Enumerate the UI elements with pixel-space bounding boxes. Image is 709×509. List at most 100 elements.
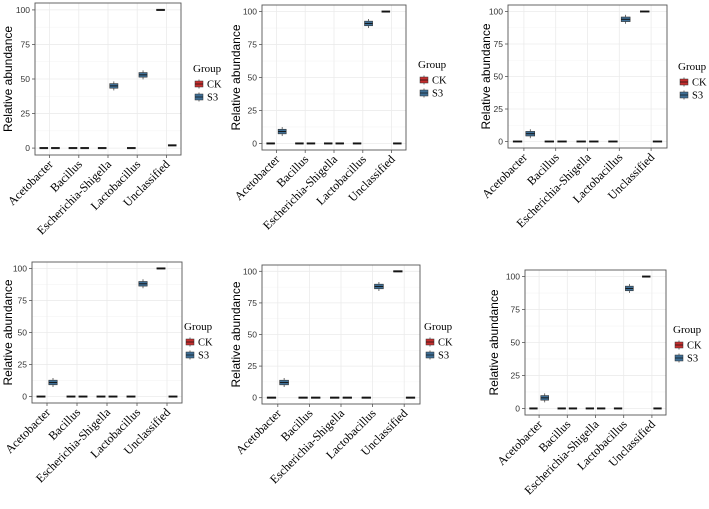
- legend-key-s3: [674, 353, 684, 363]
- box-ck-acetobacter: [512, 140, 523, 143]
- box-s3-escherichia-shigella: [589, 140, 599, 143]
- box-ck-escherichia-shigella: [576, 140, 586, 143]
- box-s3-unclassified: [405, 396, 416, 399]
- y-axis-label: Relative abundance: [487, 289, 501, 395]
- legend: Group CK S3: [418, 59, 447, 100]
- box-ck-acetobacter: [36, 395, 46, 398]
- y-tick-label-25: 25: [21, 109, 31, 119]
- y-tick-label-25: 25: [248, 361, 258, 371]
- y-tick-label-50: 50: [248, 330, 258, 340]
- y-axis-label: Relative abundance: [1, 26, 15, 132]
- box-s3-bacillus: [568, 407, 578, 410]
- legend-key-ck: [419, 75, 429, 85]
- box-s3-lactobacillus: [625, 283, 634, 293]
- legend-title: Group: [673, 324, 702, 336]
- y-tick-label-100: 100: [16, 5, 30, 15]
- y-tick-label-0: 0: [498, 137, 503, 147]
- box-ck-lactobacillus: [126, 395, 136, 398]
- legend-label-s3: S3: [207, 93, 218, 104]
- box-ck-unclassified: [156, 8, 165, 11]
- legend-label-ck: CK: [432, 76, 447, 87]
- box-s3-acetobacter: [540, 393, 549, 403]
- legend-label-ck: CK: [207, 80, 222, 91]
- y-tick-label-25: 25: [511, 370, 521, 380]
- legend-label-s3: S3: [198, 351, 209, 362]
- x-tick-label-acetobacter: Acetobacter: [479, 150, 530, 201]
- box-s3-bacillus: [78, 395, 88, 398]
- x-tick-label-acetobacter: Acetobacter: [233, 406, 284, 457]
- box-s3-acetobacter: [525, 129, 536, 139]
- box-s3-acetobacter: [48, 377, 58, 387]
- box-ck-bacillus: [298, 396, 308, 399]
- y-tick-label-50: 50: [511, 338, 521, 348]
- legend-key-ck: [674, 340, 684, 350]
- legend: Group CK S3: [424, 321, 453, 362]
- box-s3-escherichia-shigella: [596, 407, 606, 410]
- y-axis-label: Relative abundance: [229, 281, 243, 387]
- legend: Group CK S3: [193, 63, 222, 104]
- box-s3-unclassified: [393, 142, 402, 145]
- box-ck-lactobacillus: [608, 140, 618, 143]
- legend-key-ck: [425, 337, 435, 347]
- y-tick-label-100: 100: [506, 272, 520, 282]
- box-ck-bacillus: [68, 147, 78, 150]
- legend: Group CK S3: [678, 61, 707, 102]
- box-ck-escherichia-shigella: [330, 396, 340, 399]
- legend-label-s3: S3: [692, 91, 703, 102]
- box-s3-lactobacillus: [138, 70, 148, 80]
- y-tick-label-100: 100: [243, 266, 257, 276]
- y-tick-label-75: 75: [248, 40, 258, 50]
- box-ck-unclassified: [381, 10, 391, 13]
- legend-label-ck: CK: [687, 341, 702, 352]
- y-axis-label: Relative abundance: [229, 24, 243, 130]
- x-tick-label-acetobacter: Acetobacter: [5, 157, 56, 208]
- box-ck-unclassified: [156, 267, 166, 270]
- legend-key-ck: [679, 77, 689, 87]
- box-ck-bacillus: [66, 395, 76, 398]
- box-s3-escherichia-shigella: [109, 81, 119, 91]
- legend-label-s3: S3: [432, 89, 443, 100]
- legend-label-ck: CK: [692, 78, 707, 89]
- box-s3-bacillus: [557, 140, 567, 143]
- y-tick-label-75: 75: [21, 39, 31, 49]
- box-s3-unclassified: [167, 144, 177, 147]
- box-s3-lactobacillus: [138, 279, 148, 289]
- box-s3-bacillus: [306, 142, 316, 145]
- y-tick-label-25: 25: [248, 105, 258, 115]
- box-ck-lactobacillus: [361, 396, 371, 399]
- box-ck-lactobacillus: [127, 147, 136, 150]
- box-ck-acetobacter: [266, 142, 275, 145]
- legend-label-s3: S3: [438, 351, 449, 362]
- box-s3-unclassified: [653, 407, 662, 410]
- box-ck-escherichia-shigella: [97, 147, 107, 150]
- y-tick-label-50: 50: [248, 73, 258, 83]
- box-s3-unclassified: [652, 140, 663, 143]
- box-ck-acetobacter: [39, 147, 49, 150]
- legend-label-ck: CK: [438, 338, 453, 349]
- box-ck-unclassified: [393, 270, 403, 273]
- legend-label-s3: S3: [687, 354, 698, 365]
- box-s3-bacillus: [311, 396, 321, 399]
- box-s3-unclassified: [168, 395, 178, 398]
- box-ck-lactobacillus: [613, 407, 623, 410]
- legend-title: Group: [424, 321, 453, 333]
- legend-key-s3: [185, 350, 195, 360]
- y-tick-label-75: 75: [18, 295, 28, 305]
- box-s3-escherichia-shigella: [335, 142, 344, 145]
- box-s3-bacillus: [80, 147, 89, 150]
- box-ck-acetobacter: [266, 396, 277, 399]
- legend-key-s3: [194, 92, 204, 102]
- legend-key-s3: [425, 350, 435, 360]
- box-ck-acetobacter: [529, 407, 538, 410]
- x-tick-label-acetobacter: Acetobacter: [2, 405, 53, 456]
- box-s3-lactobacillus: [374, 281, 384, 291]
- y-tick-label-0: 0: [252, 138, 257, 148]
- y-tick-label-50: 50: [21, 74, 31, 84]
- y-tick-label-50: 50: [18, 328, 28, 338]
- box-s3-escherichia-shigella: [108, 395, 118, 398]
- y-tick-label-0: 0: [22, 392, 27, 402]
